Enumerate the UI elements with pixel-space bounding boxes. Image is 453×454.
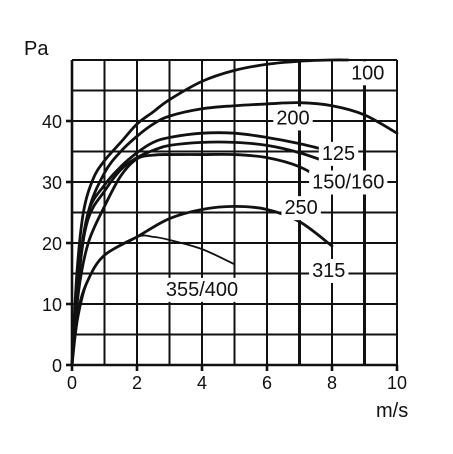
curve-label-background <box>162 277 242 302</box>
curve-labels-group: 100 200 125 150/160 250 315 355/400 <box>162 61 388 302</box>
y-axis-label: Pa <box>24 38 49 60</box>
curve-label-group-315: 315 <box>309 258 349 283</box>
y-tick-label-0: 0 <box>52 356 62 376</box>
curve-label-background <box>348 61 388 86</box>
y-tick-label-10: 10 <box>42 295 62 315</box>
y-tick-label-40: 40 <box>42 112 62 132</box>
curve-label-355-400: 355/400 <box>166 279 238 301</box>
curve-label-100: 100 <box>351 62 384 84</box>
x-tick-label-8: 8 <box>327 373 337 393</box>
curve-355-400 <box>71 234 236 366</box>
curve-label-315: 315 <box>312 260 345 282</box>
curve-label-125: 125 <box>322 143 355 165</box>
chart-axes <box>66 60 399 371</box>
tick-labels: 0 2 4 6 8 10 0 10 20 30 40 <box>42 112 407 393</box>
x-tick-label-4: 4 <box>197 373 207 393</box>
y-tick-label-30: 30 <box>42 173 62 193</box>
curve-label-150-160: 150/160 <box>312 172 384 194</box>
curve-150-160 <box>70 140 334 367</box>
curve-label-group-250: 250 <box>281 196 321 221</box>
curve-125 <box>70 131 334 367</box>
curve-label-group-100: 100 <box>348 61 388 86</box>
curve-label-200: 200 <box>276 107 309 129</box>
x-tick-label-10: 10 <box>387 373 407 393</box>
x-axis-label: m/s <box>376 400 408 422</box>
curve-label-background <box>273 106 313 131</box>
x-tick-label-0: 0 <box>67 373 77 393</box>
curve-label-group-150-160: 150/160 <box>309 170 388 195</box>
curve-label-background <box>281 196 321 221</box>
curve-label-250: 250 <box>284 197 317 219</box>
x-tick-label-6: 6 <box>262 373 272 393</box>
x-tick-label-2: 2 <box>132 373 142 393</box>
y-tick-label-20: 20 <box>42 234 62 254</box>
curve-label-background <box>309 258 349 283</box>
curve-label-group-355-400: 355/400 <box>162 277 242 302</box>
curve-label-background <box>318 141 359 166</box>
curve-label-group-200: 200 <box>273 106 313 131</box>
curve-label-background <box>309 170 388 195</box>
curve-250 <box>70 152 334 367</box>
curve-label-group-125: 125 <box>318 141 359 166</box>
curve-series-group <box>70 58 399 367</box>
curve-100 <box>70 58 350 367</box>
